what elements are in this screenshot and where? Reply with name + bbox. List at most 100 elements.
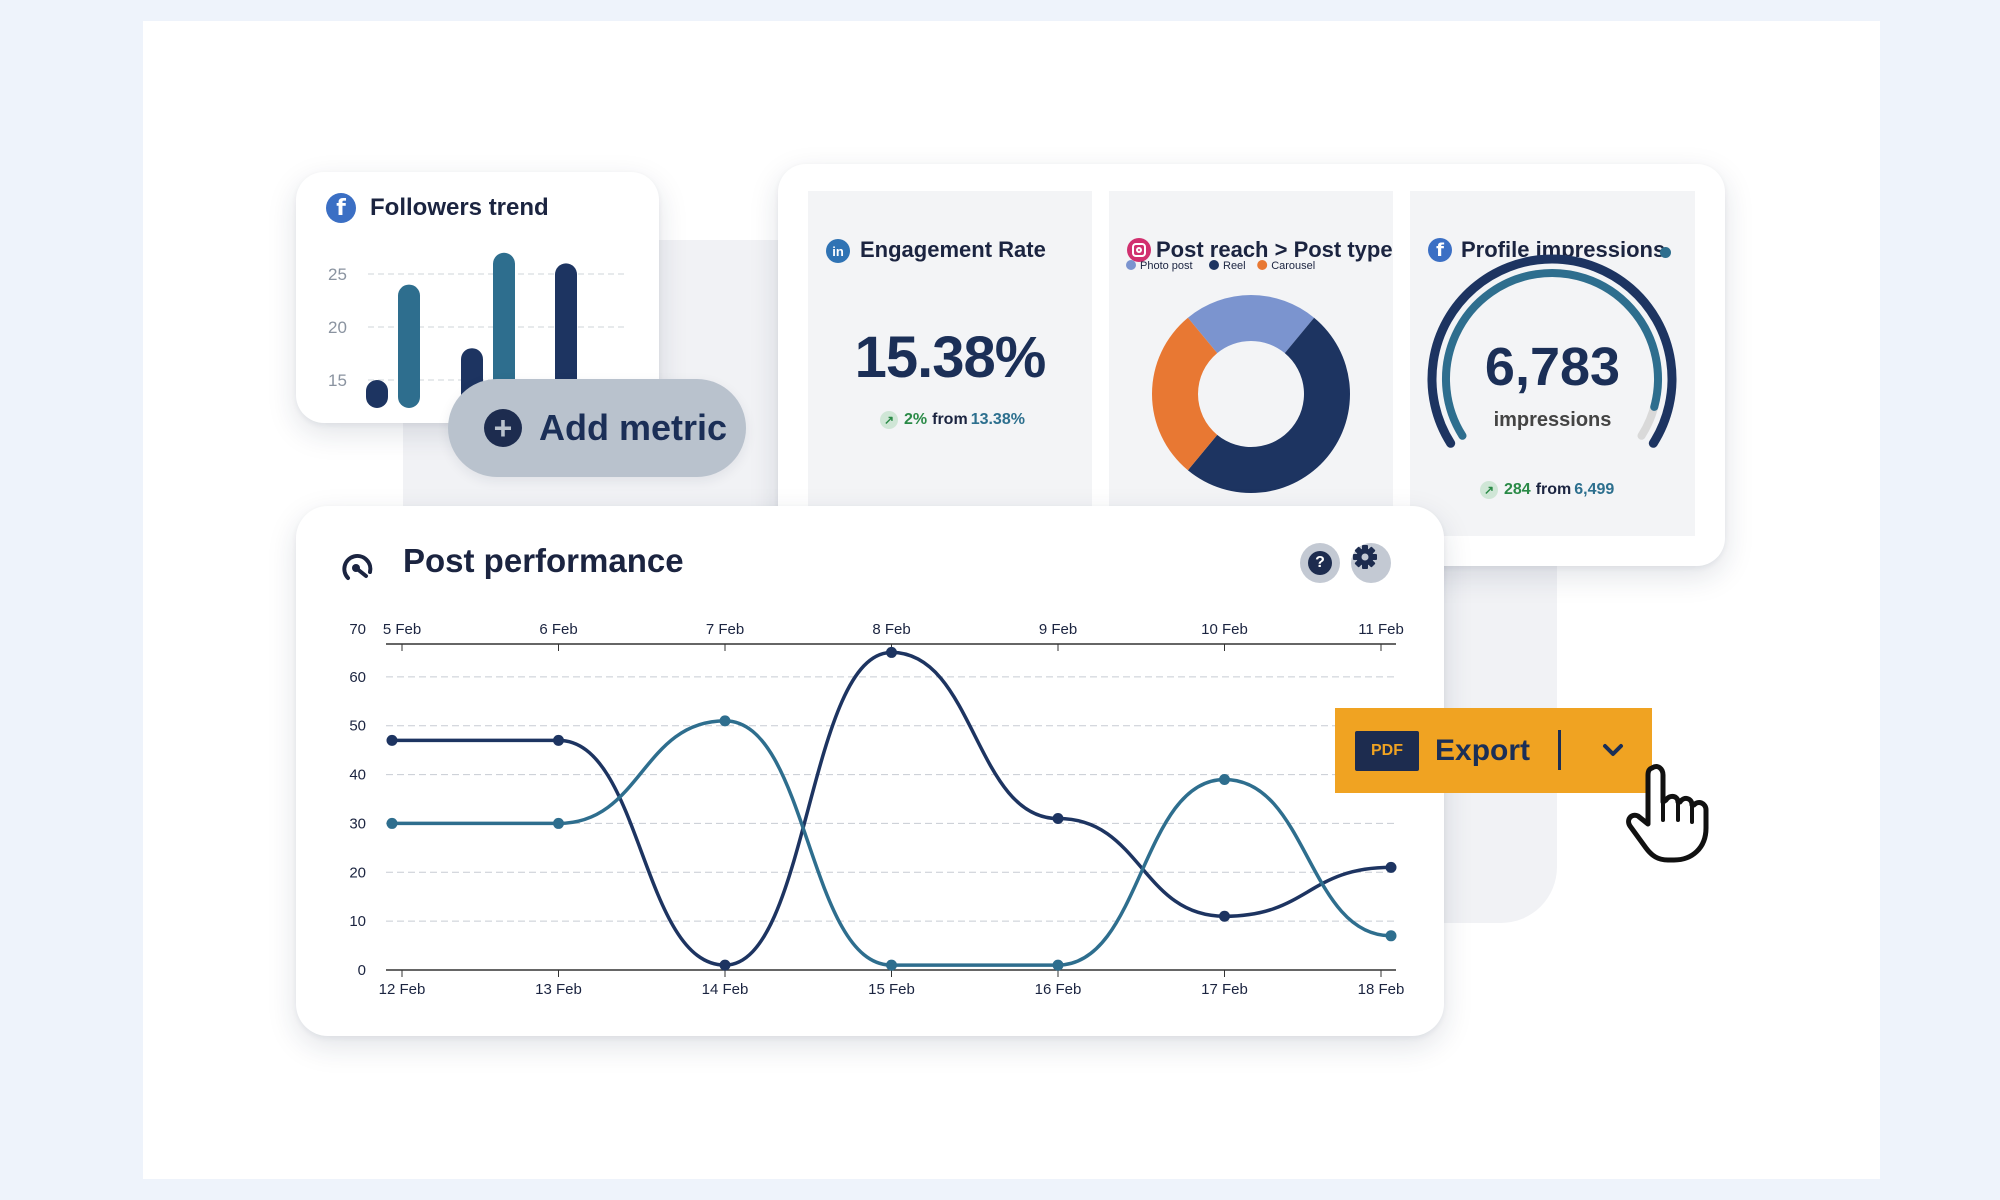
card-title: Followers trend [370,194,549,221]
y-tick-label: 20 [349,864,366,881]
x-tick-label-top: 5 Feb [383,621,421,638]
engagement-value: 15.38% [854,325,1047,390]
y-tick-label: 30 [349,815,366,832]
engagement-delta: ↗ 2% from 13.38% [880,411,1025,429]
x-tick-label-bottom: 18 Feb [1358,981,1405,998]
impressions-delta: ↗ 284 from 6,499 [1480,481,1614,499]
data-point [1052,813,1064,825]
post-performance-card: Post performance ? 0 10 20 30 40 50 60 70 12 Feb… [296,506,1444,1036]
facebook-icon: f [1428,238,1452,262]
bar [493,252,515,408]
pie-slice [1152,317,1218,471]
data-point [1219,773,1230,785]
x-tick-label-bottom: 12 Feb [379,981,426,998]
tile-title: Engagement Rate [860,237,1046,262]
data-point [386,817,398,829]
from-label: from [932,411,968,428]
data-point [386,734,398,746]
post-performance-title: Post performance [403,542,684,579]
y-tick-label: 15 [328,371,347,390]
pie-slice [1187,295,1315,354]
pdf-badge: PDF [1355,730,1419,771]
series-line [391,650,1392,967]
linkedin-icon: in [826,239,850,263]
x-tick-label-top: 11 Feb [1358,621,1404,638]
y-tick-label: 0 [358,962,366,979]
previous-value: 6,499 [1574,481,1615,498]
gauge-fill [1442,269,1662,440]
export-button[interactable]: PDF Export [1335,708,1652,793]
y-tick-label: 25 [328,265,347,284]
gauge-outer-arc [1427,254,1677,448]
hand-cursor-icon [1626,764,1709,863]
data-point [719,959,731,971]
y-tick-label: 70 [349,621,366,638]
arrow-up-right-icon: ↗ [880,411,898,429]
help-icon: ? [1308,551,1332,575]
x-tick-label-bottom: 15 Feb [868,981,915,998]
x-tick-label-bottom: 13 Feb [535,981,582,998]
settings-button[interactable] [1351,543,1391,583]
post-type-donut-chart [1152,295,1350,493]
bar [555,263,577,408]
export-divider [1558,730,1561,770]
data-point [886,959,897,971]
y-tick-label: 60 [349,669,366,686]
instagram-icon [1127,238,1151,262]
impressions-gauge [1427,254,1677,448]
facebook-icon: f [326,193,356,223]
profile-impressions-tile[interactable]: f Profile impressions 6,783 impressions … [1410,191,1695,536]
engagement-rate-tile[interactable]: in Engagement Rate 15.38% ↗ 2% from 13.3… [808,191,1092,536]
data-point [886,646,897,658]
bar [398,284,420,408]
x-tick-label-bottom: 14 Feb [702,981,749,998]
help-button[interactable]: ? [1300,543,1340,583]
from-label: from [1535,481,1572,498]
data-point [1219,910,1230,922]
y-tick-label: 20 [328,318,347,337]
x-tick-label-top: 6 Feb [539,621,577,638]
chevron-down-icon[interactable] [1593,730,1633,770]
legend-label: Reel [1223,260,1246,272]
x-tick-label-top: 10 Feb [1201,621,1248,638]
followers-bar-chart: 15 20 25 [328,252,628,408]
y-tick-label: 10 [349,913,366,930]
x-tick-label-bottom: 17 Feb [1201,981,1248,998]
data-point [719,715,731,727]
x-tick-label-top: 7 Feb [706,621,744,638]
data-point [553,734,564,746]
add-metric-label: Add metric [539,407,728,448]
x-tick-label-top: 8 Feb [872,621,910,638]
post-performance-line-chart: 0 10 20 30 40 50 60 70 12 Feb 5 Feb 13 Feb 6 Feb 14 … [349,621,1405,998]
x-tick-label-bottom: 16 Feb [1035,981,1082,998]
impressions-unit: impressions [1493,409,1612,431]
x-tick-label-top: 9 Feb [1039,621,1077,638]
export-label: Export [1435,733,1531,767]
y-tick-label: 50 [349,718,366,735]
gear-icon [1353,545,1377,569]
gauge-icon [342,553,373,580]
pie-slice [1187,317,1350,493]
post-reach-tile[interactable]: Post reach > Post type Photo post Reel Car… [1109,191,1393,536]
legend-swatch [1257,260,1268,270]
status-dot [1660,247,1671,258]
bar [366,380,388,408]
plus-icon: + [484,409,522,447]
legend-label: Photo post [1140,260,1193,272]
arrow-up-right-icon: ↗ [1480,481,1498,499]
series-line [392,719,1392,967]
tile-title: Post reach > Post type [1156,237,1393,262]
legend-label: Carousel [1271,260,1315,272]
data-point [1052,959,1064,971]
data-point [1385,861,1397,873]
metrics-panel: in Engagement Rate 15.38% ↗ 2% from 13.3… [778,164,1725,566]
delta-value: 2% [904,411,928,428]
post-type-legend: Photo post Reel Carousel [1126,260,1315,272]
add-metric-button[interactable]: + Add metric [448,379,746,477]
impressions-value: 6,783 [1484,337,1621,397]
legend-swatch [1126,260,1136,270]
y-tick-label: 40 [349,767,366,784]
legend-swatch [1209,260,1219,270]
previous-value: 13.38% [970,411,1025,428]
data-point [1385,930,1397,942]
